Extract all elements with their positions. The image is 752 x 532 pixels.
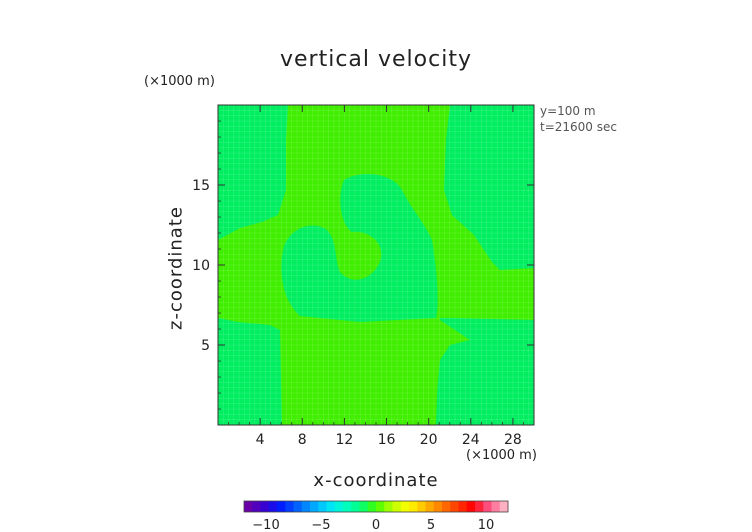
colorbar-swatch [466, 501, 476, 512]
colorbar-swatch [433, 501, 443, 512]
downdraft-cell-right [506, 176, 534, 218]
colorbar-swatch [475, 501, 484, 512]
colorbar-swatch [318, 501, 327, 512]
y-axis-ticks: 5 10 15 [192, 120, 534, 410]
x-axis-multiplier: (×1000 m) [466, 448, 537, 463]
colorbar-tick-label: 0 [372, 518, 380, 532]
x-tick-label: 4 [256, 432, 265, 448]
x-axis-ticks: 4 8 12 16 20 24 28 [228, 105, 524, 448]
annotation-y-level: y=100 m [540, 104, 596, 118]
colorbar-swatch [499, 501, 509, 512]
colorbar-swatch [359, 501, 369, 512]
downdraft-cell-center [281, 174, 438, 322]
x-tick-label: 12 [335, 432, 353, 448]
x-axis-label: x-coordinate [313, 470, 439, 491]
colorbar-swatch [244, 501, 253, 512]
colorbar-swatch [367, 501, 377, 512]
colorbar-tick-label: 5 [427, 518, 435, 532]
colorbar-swatch [351, 501, 360, 512]
colorbar-frame [243, 500, 509, 513]
colorbar-swatch [450, 501, 459, 512]
y-tick-label: 10 [192, 258, 210, 274]
colorbar-swatch [376, 501, 385, 512]
x-tick-label: 24 [462, 432, 480, 448]
colorbar-swatch [268, 501, 278, 512]
colorbar-swatch [483, 501, 492, 512]
colorbar-swatch [384, 501, 393, 512]
colorbar-tick-label: 10 [478, 518, 495, 532]
plot-area: 4 8 12 16 20 24 28 5 10 15 [192, 104, 535, 448]
annotation-time: t=21600 sec [540, 120, 617, 134]
x-tick-label: 28 [504, 432, 522, 448]
plot-grid [218, 105, 534, 425]
colorbar-swatch [392, 501, 402, 512]
colorbar-swatch [409, 501, 418, 512]
colorbar-swatch [458, 501, 468, 512]
colorbar-swatch [310, 501, 319, 512]
x-tick-label: 16 [378, 432, 396, 448]
colorbar-swatch [491, 501, 501, 512]
colorbar-swatch [293, 501, 303, 512]
colorbar-swatch [260, 501, 270, 512]
y-axis-multiplier: (×1000 m) [144, 74, 215, 89]
colorbar-swatch [285, 501, 294, 512]
updraft-region-main [218, 105, 534, 425]
colorbar-tick-label: −10 [252, 518, 279, 532]
chart-title: vertical velocity [279, 47, 472, 72]
y-tick-label: 15 [192, 178, 210, 194]
colorbar-swatch [425, 501, 435, 512]
y-tick-label: 5 [201, 338, 210, 354]
colorbar-swatch [400, 501, 410, 512]
colorbar-swatch [252, 501, 261, 512]
colorbar-swatch [417, 501, 426, 512]
colorbar-swatch [442, 501, 451, 512]
colorbar-swatch [343, 501, 352, 512]
colorbar-tick-label: −5 [311, 518, 330, 532]
field-regions [218, 105, 534, 425]
colorbar-swatch [326, 501, 336, 512]
updraft-region-lower [434, 320, 470, 425]
downdraft-cell-left [218, 178, 228, 218]
colorbar-swatch [301, 501, 311, 512]
colorbar: −10 −5 0 5 10 [243, 500, 509, 532]
x-tick-label: 8 [298, 432, 307, 448]
x-tick-label: 20 [420, 432, 438, 448]
colorbar-swatch [277, 501, 286, 512]
colorbar-swatch [334, 501, 344, 512]
